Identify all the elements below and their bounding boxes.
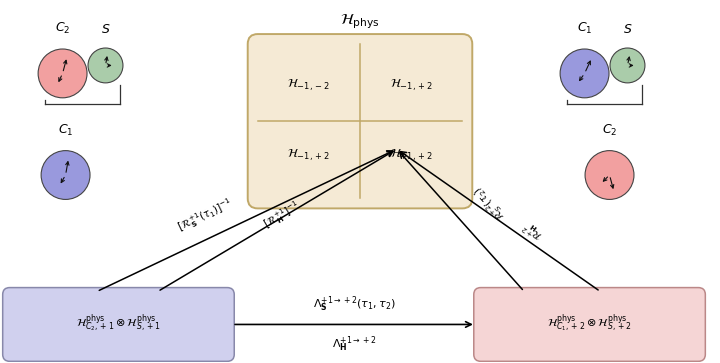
Text: $C_2$: $C_2$ [602, 123, 617, 138]
Circle shape [560, 49, 609, 98]
Circle shape [41, 151, 90, 199]
Circle shape [88, 48, 123, 83]
Circle shape [585, 151, 634, 199]
Circle shape [38, 49, 87, 98]
Text: $[\mathcal{R}^{+1}_{\mathbf{H}}]^{-1}$: $[\mathcal{R}^{+1}_{\mathbf{H}}]^{-1}$ [261, 198, 304, 233]
Text: $\Lambda_{\mathbf{S}}^{+1\to+2}(\tau_1,\tau_2)$: $\Lambda_{\mathbf{S}}^{+1\to+2}(\tau_1,\… [312, 295, 395, 314]
Text: $\Lambda_{\mathbf{H}}^{+1\to+2}$: $\Lambda_{\mathbf{H}}^{+1\to+2}$ [332, 334, 377, 354]
Text: $S$: $S$ [101, 23, 110, 36]
Text: $[\mathcal{R}^{+1}_{\mathbf{S}}(\tau_1)]^{-1}$: $[\mathcal{R}^{+1}_{\mathbf{S}}(\tau_1)]… [174, 195, 235, 236]
FancyBboxPatch shape [474, 287, 706, 361]
FancyBboxPatch shape [248, 34, 472, 208]
Text: $C_1$: $C_1$ [58, 123, 73, 138]
Text: $C_2$: $C_2$ [55, 21, 71, 36]
Text: $S$: $S$ [623, 23, 632, 36]
Text: $\mathcal{H}_{+1,+2}$: $\mathcal{H}_{+1,+2}$ [390, 147, 433, 163]
Circle shape [610, 48, 645, 83]
Text: $\mathcal{R}^{+2}_{\mathbf{H}}$: $\mathcal{R}^{+2}_{\mathbf{H}}$ [520, 217, 547, 243]
Text: $\mathcal{H}_{\mathrm{phys}}$: $\mathcal{H}_{\mathrm{phys}}$ [340, 12, 380, 31]
Text: $\mathcal{R}^{+2}_{S}(\tau_2)$: $\mathcal{R}^{+2}_{S}(\tau_2)$ [471, 182, 510, 223]
Text: $C_1$: $C_1$ [577, 21, 593, 36]
Text: $\mathcal{H}_{-1,+2}$: $\mathcal{H}_{-1,+2}$ [287, 147, 330, 163]
Text: $\mathcal{H}^{\mathrm{phys}}_{C_1,+2} \otimes \mathcal{H}^{\mathrm{phys}}_{S,+2}: $\mathcal{H}^{\mathrm{phys}}_{C_1,+2} \o… [547, 313, 632, 335]
FancyBboxPatch shape [3, 287, 234, 361]
Text: $\mathcal{H}^{\mathrm{phys}}_{C_2,+1} \otimes \mathcal{H}^{\mathrm{phys}}_{S,+1}: $\mathcal{H}^{\mathrm{phys}}_{C_2,+1} \o… [76, 313, 161, 335]
Text: $\mathcal{H}_{-1,+2}$: $\mathcal{H}_{-1,+2}$ [390, 78, 433, 93]
Text: $\mathcal{H}_{-1,-2}$: $\mathcal{H}_{-1,-2}$ [287, 78, 330, 93]
